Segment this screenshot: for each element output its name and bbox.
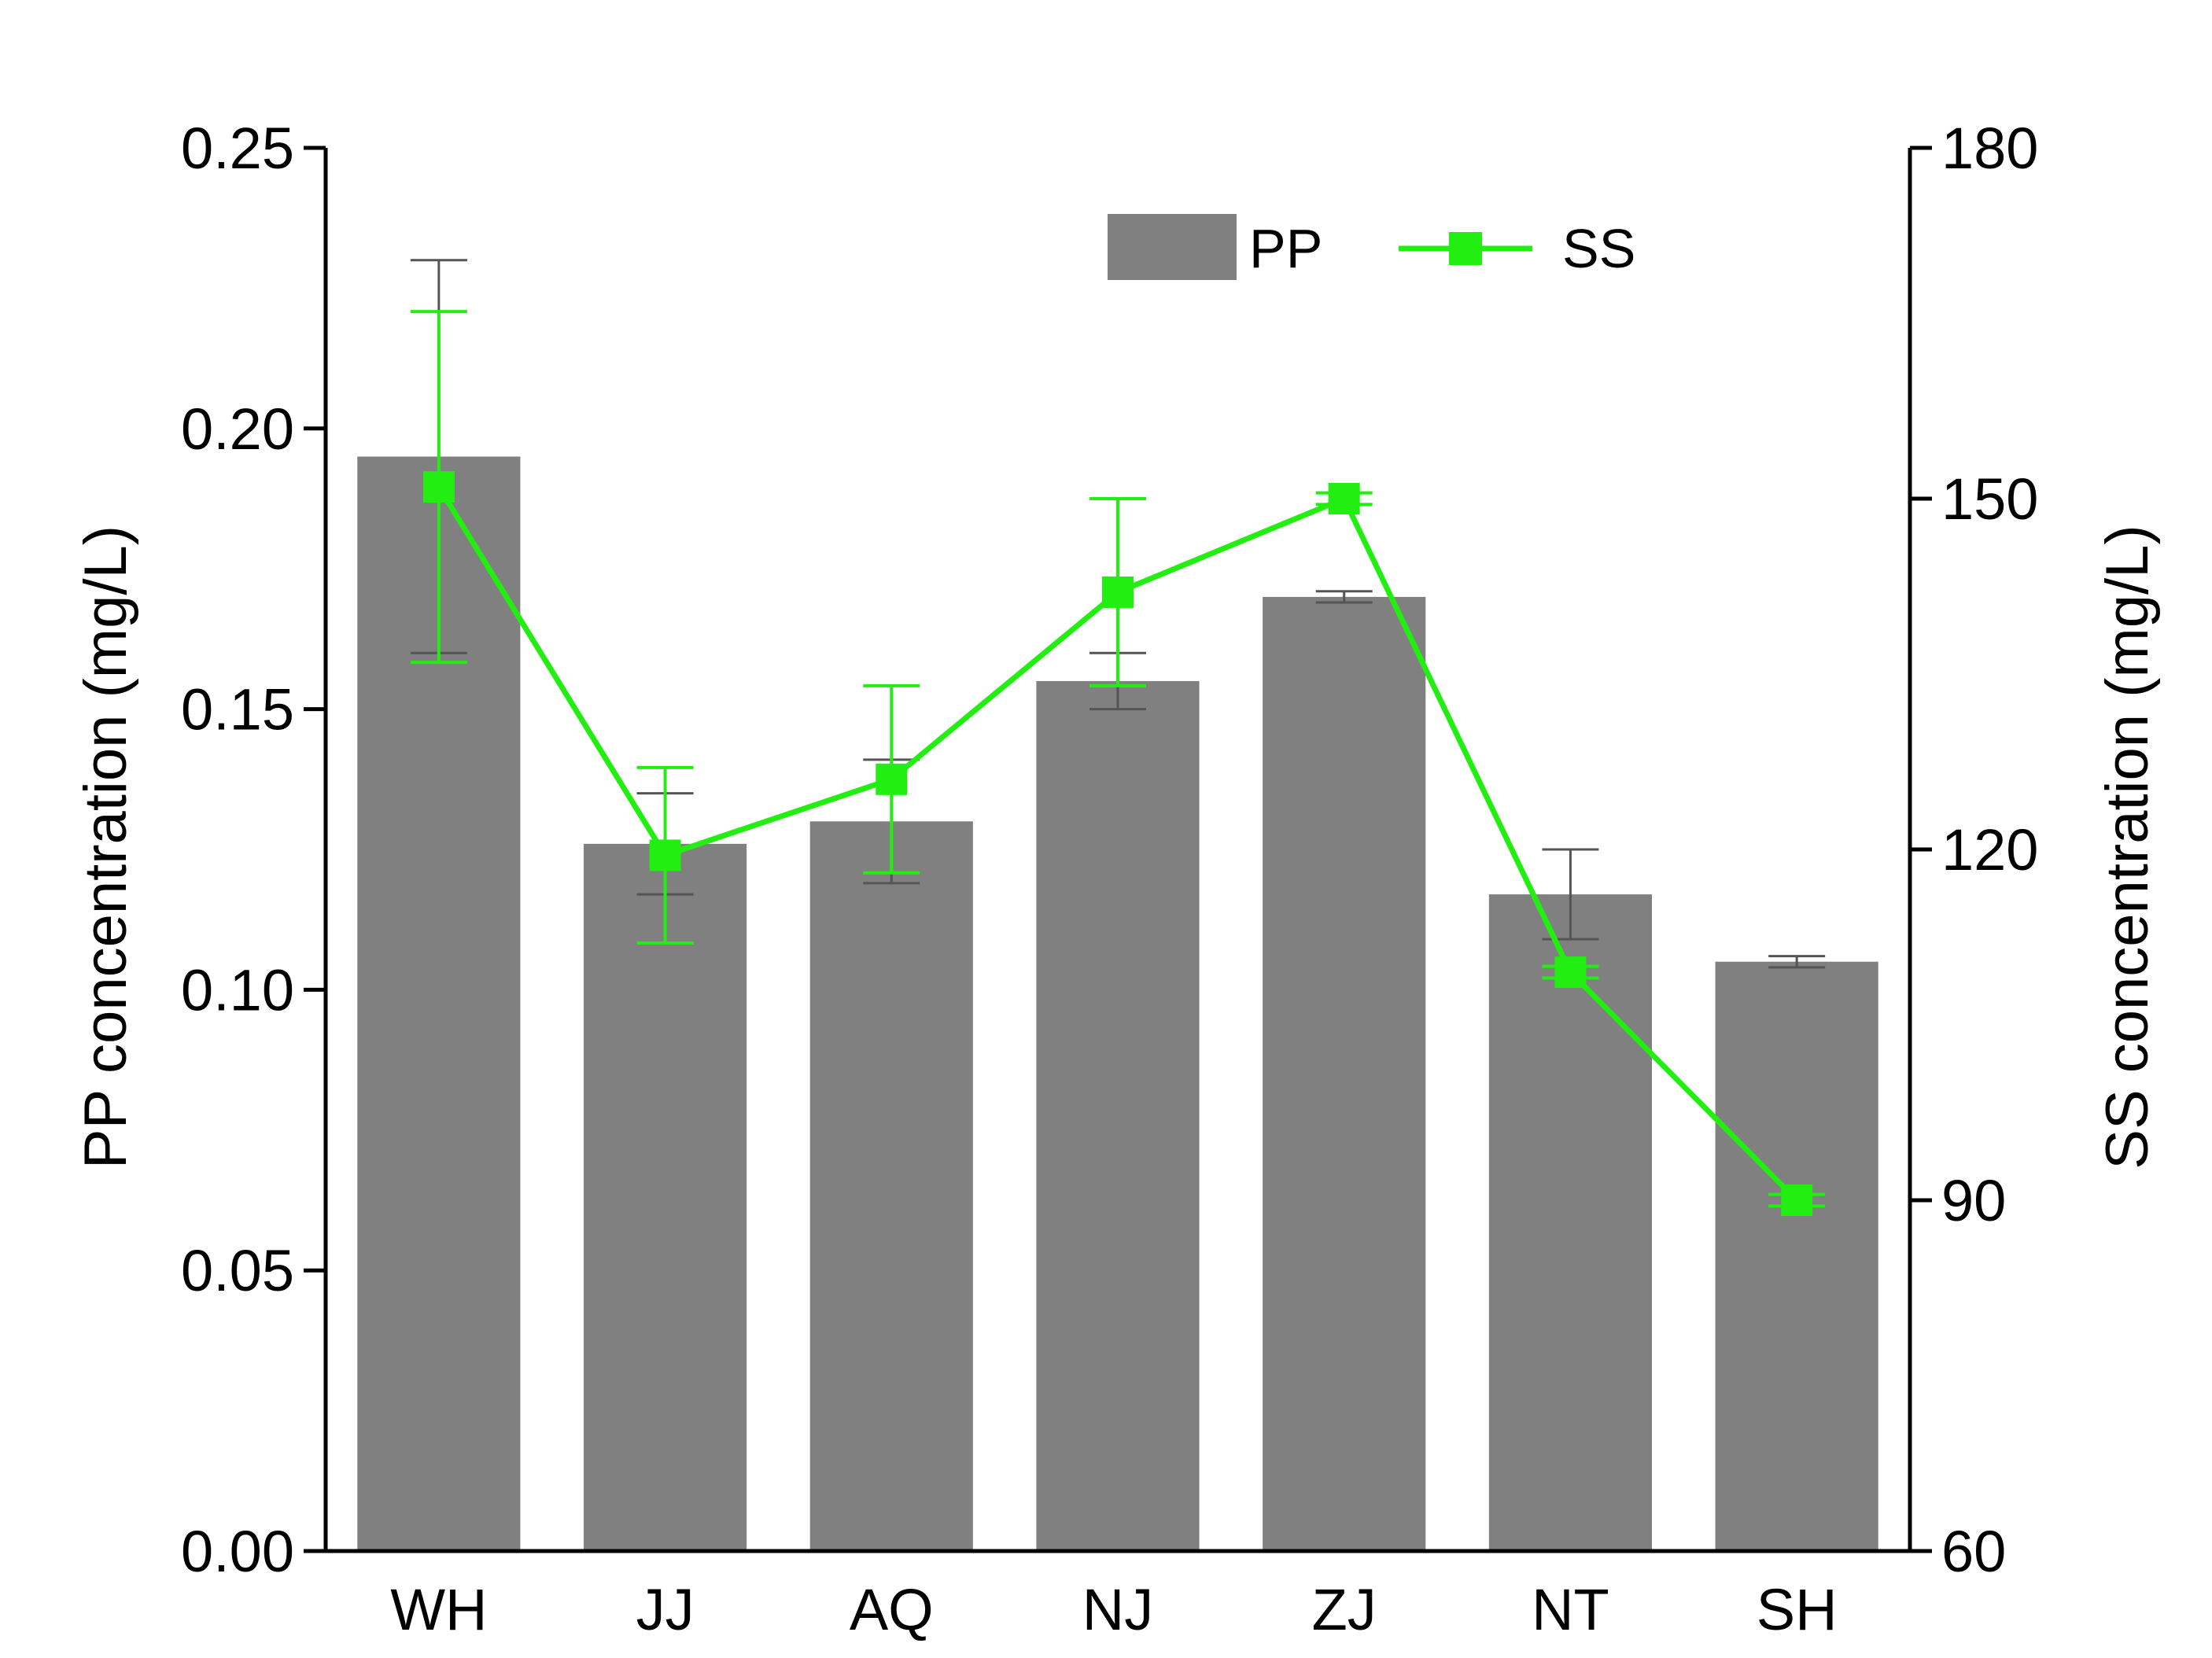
ss-point-ZJ: [1328, 483, 1360, 514]
ss-series: [410, 310, 1826, 1216]
x-tick-label: WH: [390, 1577, 487, 1642]
y-left-tick-label: 0.00: [181, 1519, 294, 1584]
ss-point-NT: [1554, 956, 1587, 989]
pp-bar-NJ: [1036, 680, 1200, 1552]
pp-error-bar-ZJ: [1315, 590, 1373, 604]
axes: [304, 146, 1932, 1553]
legend: PP SS: [1108, 214, 1635, 280]
y-right-axis-label: SS concentration (mg/L): [2094, 525, 2161, 1170]
legend-label-ss: SS: [1562, 218, 1635, 279]
pp-bar-SH: [1715, 961, 1878, 1551]
pp-bars: [357, 456, 1878, 1552]
pp-bar-NT: [1488, 894, 1653, 1551]
y-left-tick-label: 0.25: [181, 116, 294, 181]
x-tick-label: NJ: [1082, 1577, 1153, 1642]
x-tick-label: AQ: [850, 1577, 934, 1642]
legend-marker-ss: [1449, 232, 1482, 265]
ss-point-SH: [1781, 1185, 1813, 1216]
y-left-tick-label: 0.10: [181, 957, 294, 1022]
x-tick-label: ZJ: [1312, 1577, 1377, 1642]
ss-point-NJ: [1102, 576, 1134, 608]
y-right-tick-label: 120: [1941, 817, 2038, 882]
y-left-tick-label: 0.15: [181, 677, 294, 742]
y-left-tick-label: 0.05: [181, 1238, 294, 1303]
pp-error-bar-SH: [1768, 955, 1826, 969]
ss-point-WH: [422, 471, 455, 503]
x-tick-label: JJ: [636, 1577, 695, 1642]
ss-point-JJ: [649, 839, 681, 871]
pp-bar-AQ: [809, 821, 973, 1551]
x-tick-label: SH: [1757, 1577, 1838, 1642]
x-tick-label: NT: [1532, 1577, 1609, 1642]
pp-bar-ZJ: [1263, 596, 1426, 1551]
y-right-tick-label: 180: [1941, 116, 2038, 181]
legend-swatch-pp: [1108, 214, 1237, 280]
tick-labels: 0.00 0.05 0.10 0.15 0.20 0.25 60 90 120 150 180 WH J…: [181, 116, 2039, 1642]
y-right-tick-label: 90: [1941, 1168, 2006, 1233]
legend-label-pp: PP: [1249, 218, 1322, 279]
y-right-tick-label: 150: [1941, 466, 2038, 532]
y-left-axis-label: PP concentration (mg/L): [72, 525, 139, 1169]
y-right-tick-label: 60: [1941, 1519, 2006, 1584]
ss-point-AQ: [876, 763, 908, 795]
pp-error-bar-NT: [1542, 848, 1599, 941]
y-left-tick-label: 0.20: [181, 396, 294, 462]
pp-bar-JJ: [583, 843, 747, 1551]
